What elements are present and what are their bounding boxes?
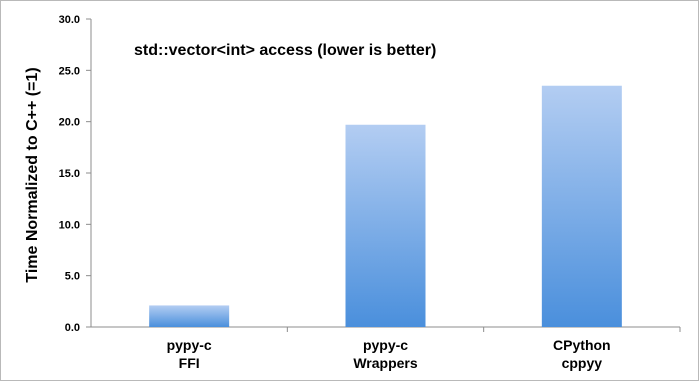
x-tick-label: CPython xyxy=(553,337,611,353)
y-tick-label: 25.0 xyxy=(59,65,80,77)
y-tick-label: 10.0 xyxy=(59,219,80,231)
x-tick-label: FFI xyxy=(179,355,200,371)
y-tick-label: 5.0 xyxy=(65,271,80,283)
y-tick-label: 15.0 xyxy=(59,168,80,180)
chart-title: std::vector<int> access (lower is better… xyxy=(134,42,436,59)
x-tick-label: Wrappers xyxy=(353,355,418,371)
y-tick-label: 20.0 xyxy=(59,117,80,129)
x-tick-label: pypy-c xyxy=(363,337,408,353)
bar xyxy=(345,124,426,327)
bar xyxy=(149,305,230,327)
y-tick-label: 0.0 xyxy=(65,322,80,334)
bars xyxy=(149,85,622,327)
x-tick-label: pypy-c xyxy=(167,337,212,353)
x-tick-label: cppyy xyxy=(562,355,603,371)
y-axis-label: Time Normalized to C++ (=1) xyxy=(24,67,41,282)
y-tick-label: 30.0 xyxy=(59,14,80,26)
bar xyxy=(541,85,622,327)
labels: pypy-c FFI pypy-c Wrappers CPython cppyy xyxy=(167,337,611,371)
